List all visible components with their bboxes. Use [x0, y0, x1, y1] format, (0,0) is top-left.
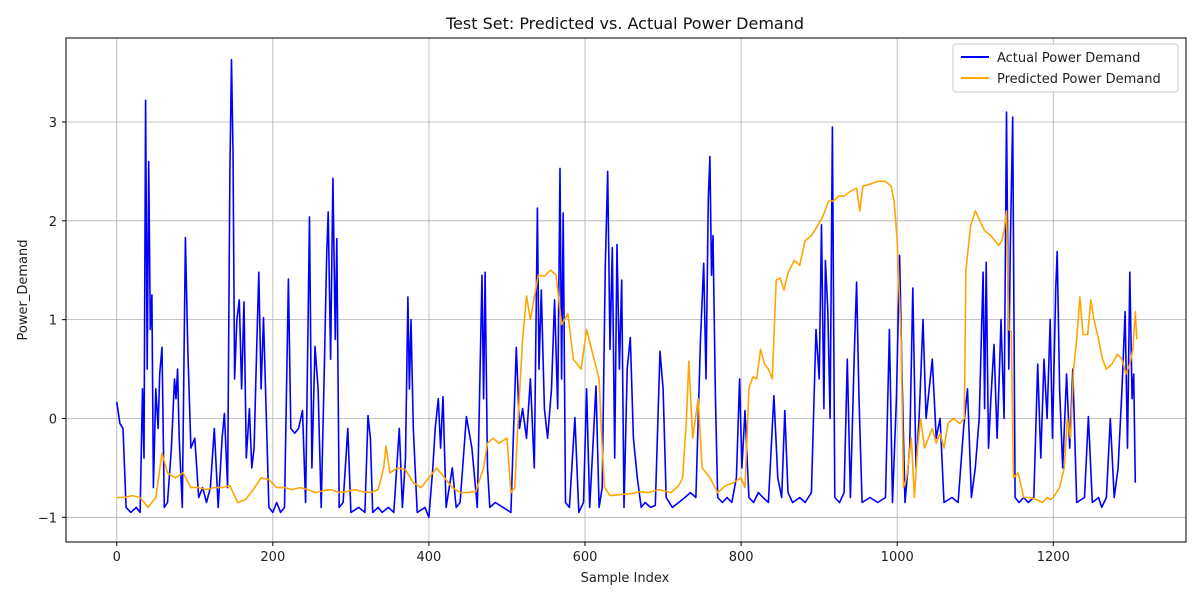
y-tick-label: 1	[49, 314, 57, 329]
x-tick-label: 800	[729, 550, 754, 565]
y-tick-label: −1	[38, 511, 57, 526]
y-tick-label: 3	[49, 116, 57, 131]
y-axis-label: Power_Demand	[16, 240, 31, 341]
x-tick-label: 600	[573, 550, 598, 565]
x-tick-label: 200	[260, 550, 285, 565]
chart-title: Test Set: Predicted vs. Actual Power Dem…	[445, 14, 804, 33]
series-line-predicted	[116, 180, 1138, 509]
x-axis-label: Sample Index	[581, 571, 670, 586]
legend: Actual Power Demand Predicted Power Deman…	[952, 43, 1179, 93]
series-line-actual	[115, 58, 1137, 519]
y-tick-label: 2	[49, 215, 57, 230]
legend-box	[952, 43, 1179, 93]
x-ticks: 0 200 400 600 800 1000 1200	[113, 542, 1070, 565]
y-tick-label: 0	[49, 412, 57, 427]
x-tick-label: 1200	[1037, 550, 1070, 565]
x-tick-label: 0	[113, 550, 121, 565]
plot-frame	[65, 37, 1187, 543]
legend-entry: Predicted Power Demand	[997, 72, 1161, 87]
series-layer	[115, 58, 1138, 519]
legend-entry: Actual Power Demand	[997, 51, 1140, 66]
y-ticks: −1 0 1 2 3	[38, 116, 66, 526]
x-tick-label: 1000	[881, 550, 914, 565]
x-tick-label: 400	[417, 550, 442, 565]
